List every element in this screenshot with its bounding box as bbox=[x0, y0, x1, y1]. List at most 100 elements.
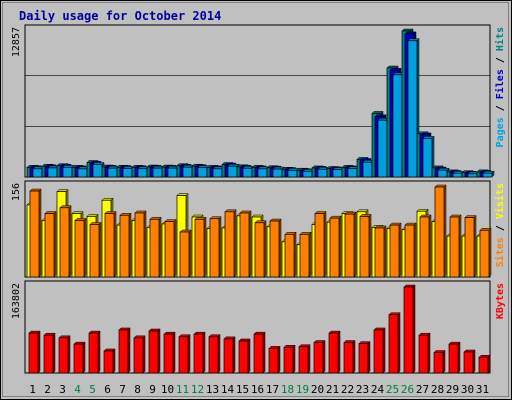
bar-middle-sites-day-15 bbox=[239, 210, 252, 278]
bar-middle-sites-day-21 bbox=[329, 215, 342, 278]
bar-middle-sites-day-5 bbox=[89, 221, 102, 278]
x-tick-label-day-2: 2 bbox=[44, 383, 51, 396]
bar-bottom-kbytes-day-26 bbox=[403, 284, 416, 374]
bar-middle-sites-day-28 bbox=[434, 184, 447, 278]
x-tick-label-day-25: 25 bbox=[386, 383, 399, 396]
x-tick-label-day-21: 21 bbox=[326, 383, 339, 396]
bar-bottom-kbytes-day-13 bbox=[208, 334, 221, 374]
legend-item: Sites bbox=[494, 237, 506, 267]
bar-bottom-kbytes-day-24 bbox=[373, 327, 386, 374]
x-tick-label-day-28: 28 bbox=[431, 383, 444, 396]
bar-middle-sites-day-8 bbox=[134, 210, 147, 278]
bar-top-pages-day-31 bbox=[482, 170, 495, 178]
bar-middle-sites-day-11 bbox=[179, 229, 192, 278]
bar-bottom-kbytes-day-6 bbox=[103, 348, 116, 374]
bar-bottom-kbytes-day-17 bbox=[268, 345, 281, 374]
bar-bottom-kbytes-day-31 bbox=[478, 354, 491, 374]
bar-middle-sites-day-13 bbox=[209, 216, 222, 278]
legend-item: Hits bbox=[494, 27, 506, 51]
bar-middle-sites-day-2 bbox=[44, 210, 57, 278]
bar-bottom-kbytes-day-2 bbox=[43, 332, 56, 374]
bar-bottom-kbytes-day-27 bbox=[418, 332, 431, 374]
legend-top: Pages / Files / Hits bbox=[494, 27, 506, 147]
bar-middle-sites-day-9 bbox=[149, 216, 162, 278]
bar-bottom-kbytes-day-19 bbox=[298, 344, 311, 374]
x-tick-label-day-6: 6 bbox=[104, 383, 111, 396]
legend-middle: Sites / Visits bbox=[494, 183, 506, 267]
x-tick-label-day-14: 14 bbox=[221, 383, 235, 396]
bar-bottom-kbytes-day-20 bbox=[313, 339, 326, 374]
bar-bottom-kbytes-day-3 bbox=[58, 335, 71, 374]
bar-middle-sites-day-3 bbox=[59, 205, 72, 278]
x-tick-label-day-1: 1 bbox=[29, 383, 36, 396]
bar-middle-sites-day-17 bbox=[269, 218, 282, 278]
bar-middle-sites-day-4 bbox=[74, 217, 87, 278]
panel-top: 12857 Pages / Files / Hits bbox=[11, 24, 506, 178]
bar-bottom-kbytes-day-12 bbox=[193, 331, 206, 374]
bar-bottom-kbytes-day-22 bbox=[343, 339, 356, 374]
y-max-label-top: 12857 bbox=[11, 27, 22, 57]
y-max-label-middle: 156 bbox=[11, 183, 22, 201]
bar-middle-sites-day-22 bbox=[344, 211, 357, 278]
bar-middle-sites-day-24 bbox=[374, 225, 387, 278]
bar-middle-sites-day-26 bbox=[404, 222, 417, 278]
bar-middle-sites-day-12 bbox=[194, 216, 207, 278]
bar-bottom-kbytes-day-8 bbox=[133, 335, 146, 374]
bar-middle-sites-day-14 bbox=[224, 209, 237, 278]
chart-title: Daily usage for October 2014 bbox=[19, 9, 221, 23]
bar-bottom-kbytes-day-11 bbox=[178, 334, 191, 374]
x-tick-label-day-8: 8 bbox=[134, 383, 141, 396]
bar-bottom-kbytes-day-1 bbox=[28, 330, 41, 374]
x-tick-label-day-9: 9 bbox=[149, 383, 156, 396]
x-tick-label-day-22: 22 bbox=[341, 383, 354, 396]
x-tick-label-day-5: 5 bbox=[89, 383, 96, 396]
bar-bottom-kbytes-day-9 bbox=[148, 328, 161, 374]
bar-bottom-kbytes-day-15 bbox=[238, 338, 251, 374]
bar-bottom-kbytes-day-5 bbox=[88, 330, 101, 374]
x-tick-label-day-11: 11 bbox=[176, 383, 189, 396]
panel-middle: 156 Sites / Visits bbox=[11, 180, 506, 278]
chart-inner-border bbox=[2, 2, 509, 397]
x-tick-label-day-13: 13 bbox=[206, 383, 219, 396]
bar-bottom-kbytes-day-7 bbox=[118, 327, 131, 374]
bar-middle-sites-day-6 bbox=[104, 210, 117, 278]
x-tick-label-day-23: 23 bbox=[356, 383, 369, 396]
x-tick-label-day-10: 10 bbox=[161, 383, 174, 396]
bar-middle-sites-day-25 bbox=[389, 222, 402, 278]
bar-middle-sites-day-20 bbox=[314, 210, 327, 278]
x-tick-label-day-15: 15 bbox=[236, 383, 249, 396]
bar-middle-sites-day-31 bbox=[479, 227, 492, 278]
bar-bottom-kbytes-day-30 bbox=[463, 349, 476, 374]
bar-bottom-kbytes-day-23 bbox=[358, 340, 371, 374]
bar-middle-sites-day-30 bbox=[464, 214, 477, 278]
bar-bottom-kbytes-day-29 bbox=[448, 341, 461, 374]
bar-bottom-kbytes-day-21 bbox=[328, 330, 341, 374]
bar-middle-sites-day-10 bbox=[164, 219, 177, 278]
x-axis-labels: 1 2 3 4 5 6 7 8 9 10 11 12 13 14 15 16 17 18 19 20 21 22 23 24 2… bbox=[29, 383, 489, 396]
x-tick-label-day-20: 20 bbox=[311, 383, 324, 396]
y-max-label-bottom: 163802 bbox=[11, 283, 22, 319]
bar-middle-sites-day-27 bbox=[419, 214, 432, 278]
bar-bottom-kbytes-day-10 bbox=[163, 331, 176, 374]
x-tick-label-day-12: 12 bbox=[191, 383, 204, 396]
x-tick-label-day-18: 18 bbox=[281, 383, 294, 396]
panel-bottom: 163802 KBytes bbox=[11, 280, 506, 374]
x-tick-label-day-19: 19 bbox=[296, 383, 309, 396]
legend-bottom: KBytes bbox=[495, 283, 506, 319]
x-tick-label-day-29: 29 bbox=[446, 383, 459, 396]
bar-bottom-kbytes-day-25 bbox=[388, 312, 401, 374]
x-tick-label-day-16: 16 bbox=[251, 383, 264, 396]
x-tick-label-day-3: 3 bbox=[59, 383, 66, 396]
legend-item: Files bbox=[494, 69, 506, 99]
bar-bottom-kbytes-day-14 bbox=[223, 336, 236, 374]
x-tick-label-day-31: 31 bbox=[476, 383, 489, 396]
bar-middle-sites-day-23 bbox=[359, 213, 372, 278]
legend-item: Visits bbox=[494, 183, 506, 219]
x-tick-label-day-26: 26 bbox=[401, 383, 414, 396]
x-tick-label-day-24: 24 bbox=[371, 383, 385, 396]
bar-middle-sites-day-7 bbox=[119, 212, 132, 278]
bar-middle-sites-day-16 bbox=[254, 220, 267, 278]
legend-item: Pages bbox=[495, 117, 506, 147]
